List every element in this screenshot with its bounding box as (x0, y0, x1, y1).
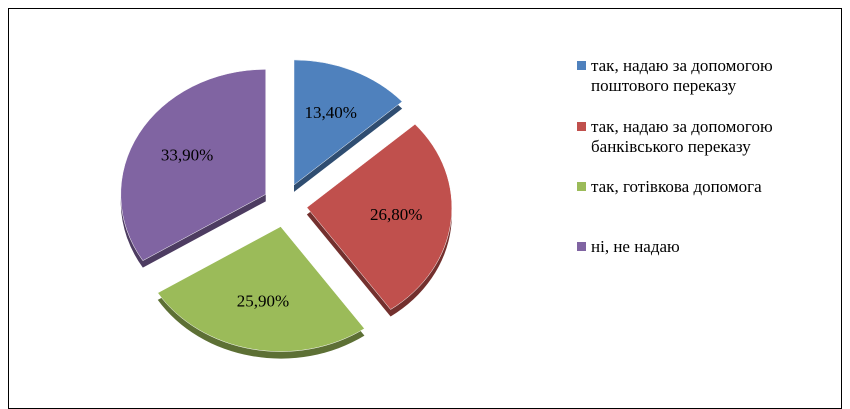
slice (306, 123, 453, 310)
legend-label: так, надаю за допомогою поштового перека… (591, 56, 773, 95)
legend-swatch (577, 61, 586, 70)
legend-item: так, надаю за допомогою поштового перека… (577, 56, 832, 96)
data-label: 25,90% (237, 291, 289, 310)
legend-label: так, надаю за допомогою банківського пер… (591, 117, 773, 156)
slice (120, 69, 267, 261)
legend-item: ні, не надаю (577, 237, 832, 257)
legend-label: ні, не надаю (591, 237, 680, 256)
slice (157, 226, 365, 352)
legend-item: так, готівкова допомога (577, 177, 832, 197)
legend-item: так, надаю за допомогою банківського пер… (577, 117, 832, 157)
legend-swatch (577, 242, 586, 251)
slice (293, 59, 403, 186)
data-label: 33,90% (161, 146, 213, 165)
legend-swatch (577, 122, 586, 131)
legend-label: так, готівкова допомога (591, 177, 762, 196)
data-label: 13,40% (305, 103, 357, 122)
data-label: 26,80% (370, 205, 422, 224)
legend-swatch (577, 182, 586, 191)
